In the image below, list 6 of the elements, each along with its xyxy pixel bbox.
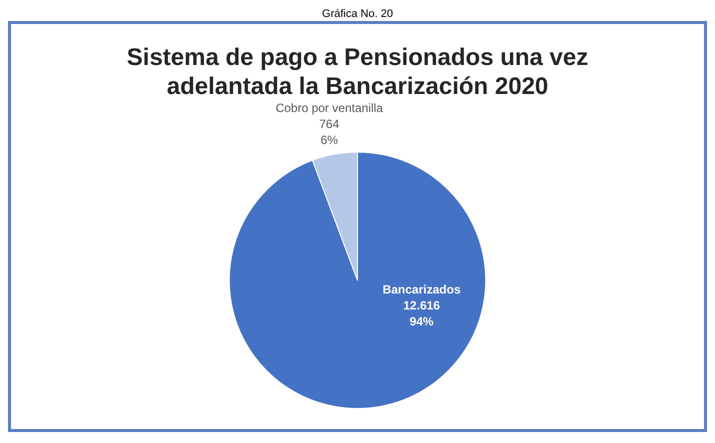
data-label: 12.616 94% [403, 298, 440, 328]
slice-label: Bancarizados [382, 282, 461, 296]
slice-label: Cobro por ventanilla [276, 100, 384, 115]
chart-title: Sistema de pago a Pensionados una vez adelantada la Bancarización 2020 [126, 44, 588, 100]
data-label: 764 6% [319, 116, 340, 147]
text: Gráfica No. 20 [321, 8, 394, 21]
